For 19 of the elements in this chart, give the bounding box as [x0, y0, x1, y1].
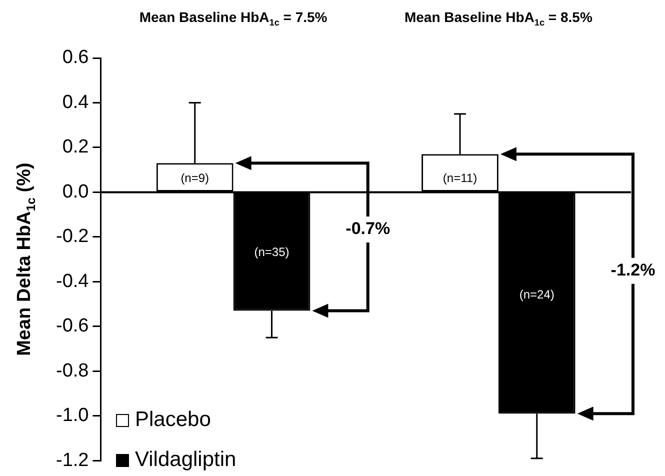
y-tick-label: -0.8	[56, 360, 89, 382]
annotation: (n=11)	[442, 171, 478, 186]
y-tick-label: -1.2	[56, 450, 89, 471]
legend-label: Placebo	[135, 408, 211, 432]
annotation: (n=35)	[254, 244, 290, 259]
y-tick-label: -0.6	[56, 316, 89, 337]
y-tick-label: 0.2	[62, 136, 89, 158]
annotation: -0.7%	[346, 219, 390, 238]
annotation: (n=24)	[519, 287, 554, 302]
annotation: (n=9)	[180, 171, 210, 186]
y-tick-label: 0.4	[62, 92, 90, 113]
annotation: -1.2%	[610, 260, 656, 280]
y-tick-label: 0.0	[62, 181, 89, 202]
y-tick-label: 0.6	[62, 47, 89, 68]
y-tick-label: -0.4	[56, 270, 90, 292]
y-tick-label: -1.0	[56, 405, 89, 426]
y-tick-label: -0.2	[56, 226, 89, 248]
legend-label: Vildagliptin	[135, 448, 236, 472]
y-axis-title: Mean Delta HbA1c (%)	[14, 162, 38, 356]
